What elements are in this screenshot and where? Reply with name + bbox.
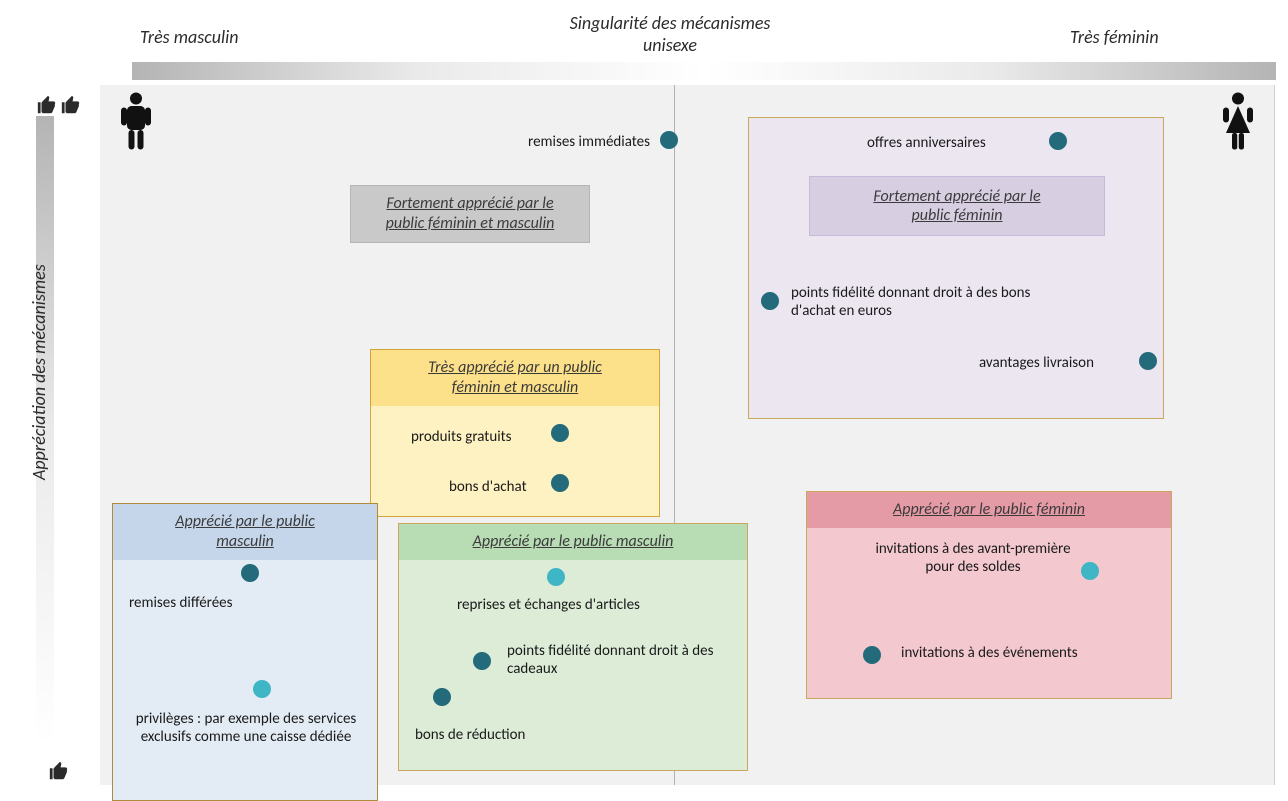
box-header: Apprécié par le public masculin [399, 524, 747, 560]
dot-dark [1139, 352, 1157, 370]
box-header: Fortement apprécié par le public féminin [809, 176, 1105, 236]
axis-label-left: Très masculin [140, 26, 239, 48]
box-yellow: Très apprécié par un public féminin et m… [370, 349, 660, 517]
axis-label-right: Très féminin [1070, 26, 1159, 48]
dot-dark [660, 131, 678, 149]
dot-dark [241, 564, 259, 582]
item-bons-achat: bons d'achat [449, 478, 527, 496]
box-purple: offres anniversaires Fortement apprécié … [748, 117, 1164, 419]
dot-light [1081, 562, 1099, 580]
box-blue: Apprécié par le public masculin remises … [112, 503, 378, 801]
item-produits-gratuits: produits gratuits [411, 428, 512, 446]
item-remises-differees: remises différées [129, 594, 233, 612]
male-icon [118, 91, 154, 151]
box-green: Apprécié par le public masculin reprises… [398, 523, 748, 771]
item-bons-reduction: bons de réduction [415, 726, 525, 744]
dot-light [253, 680, 271, 698]
box-header: Fortement apprécié par le public féminin… [351, 186, 589, 242]
item-offres-anniversaires: offres anniversaires [867, 134, 986, 152]
female-icon [1220, 91, 1256, 151]
axis-label-center-2: unisexe [530, 34, 810, 56]
chart-area: remises immédiates Fortement apprécié pa… [100, 85, 1275, 785]
dot-light [547, 568, 565, 586]
box-header: Très apprécié par un public féminin et m… [371, 350, 659, 406]
item-reprises-echanges: reprises et échanges d'articles [457, 596, 640, 614]
dot-dark [761, 292, 779, 310]
box-pink: Apprécié par le public féminin invitatio… [806, 491, 1172, 699]
item-invitations-evenements: invitations à des événements [901, 644, 1078, 662]
item-privileges: privilèges : par exemple des services ex… [123, 710, 369, 746]
thumbs-up-icon [48, 760, 70, 782]
box-header: Apprécié par le public masculin [113, 504, 377, 560]
item-avantages-livraison: avantages livraison [979, 354, 1094, 372]
dot-dark [433, 688, 451, 706]
box-header: Apprécié par le public féminin [807, 492, 1171, 528]
axis-label-center-1: Singularité des mécanismes [530, 12, 810, 34]
item-invitations-avant-premiere: invitations à des avant-première pour de… [873, 540, 1073, 576]
dot-dark [863, 646, 881, 664]
item-remises-immediates: remises immédiates [450, 133, 650, 151]
dot-dark [473, 652, 491, 670]
item-points-fidelite-euros: points fidélité donnant droit à des bons… [791, 284, 1061, 320]
dot-dark [1049, 132, 1067, 150]
dot-dark [551, 424, 569, 442]
axis-label-vertical: Appréciation des mécanismes [28, 264, 50, 480]
dot-dark [551, 474, 569, 492]
thumbs-up-icon [60, 94, 82, 116]
box-grey: Fortement apprécié par le public féminin… [350, 185, 590, 243]
item-points-fidelite-cadeaux: points fidélité donnant droit à des cade… [507, 642, 737, 678]
thumbs-up-icon [36, 94, 58, 116]
axis-top-bar [132, 62, 1276, 80]
